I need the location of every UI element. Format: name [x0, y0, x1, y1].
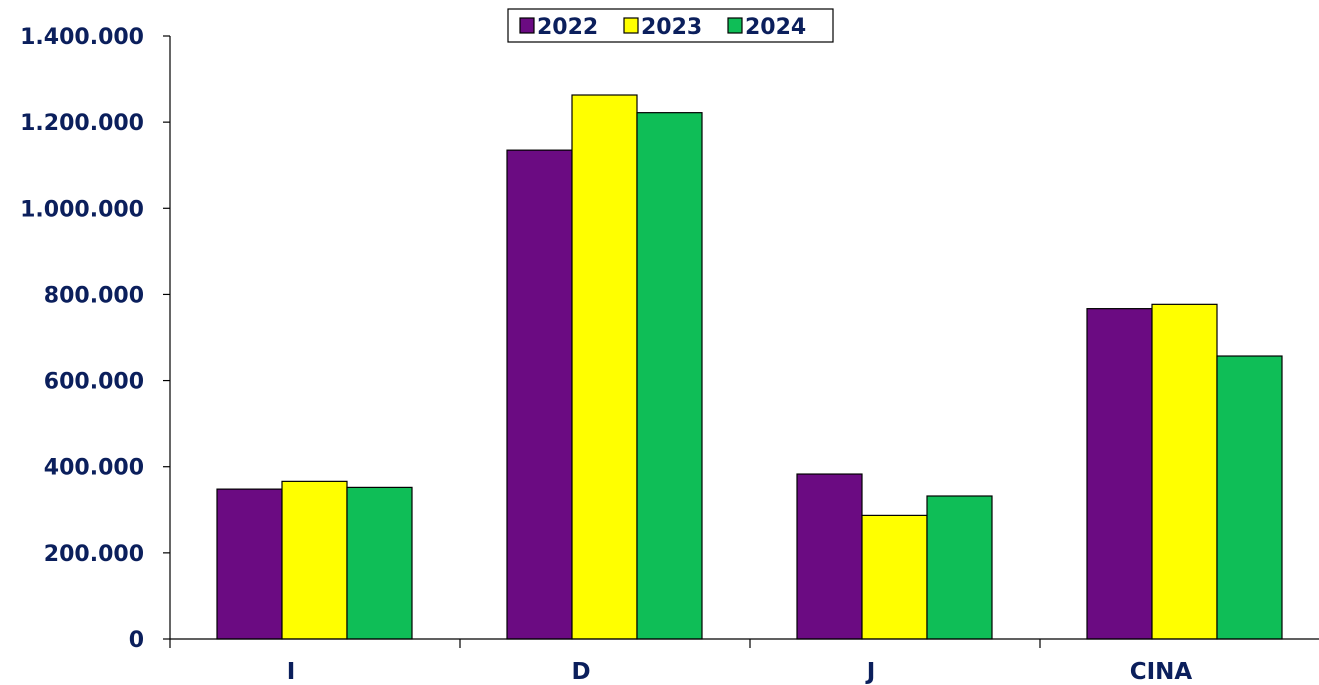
- bar-2022-cina: [1086, 308, 1153, 640]
- bar-2023-cina: [1151, 303, 1218, 640]
- y-tick-label: 1.000.000: [20, 197, 144, 222]
- x-category-label: CINA: [1130, 659, 1193, 685]
- legend: 2022 2023 2024: [507, 8, 834, 43]
- bar-2024-d: [636, 112, 703, 640]
- legend-swatch-2023: [623, 17, 639, 34]
- legend-label-2022: 2022: [537, 15, 598, 40]
- bar-2023-i: [281, 480, 348, 640]
- legend-box: [507, 8, 834, 43]
- x-category-label: I: [287, 659, 296, 685]
- bar-2024-cina: [1216, 355, 1283, 640]
- axes-group: 0 200.000 400.000 600.000 800.000 1.000.000 1.…: [20, 25, 1319, 685]
- y-tick-label: 0: [129, 628, 144, 653]
- bar-2024-j: [926, 495, 993, 640]
- bar-2022-i: [216, 488, 283, 640]
- bar-2023-d: [571, 94, 638, 640]
- y-tick-label: 1.400.000: [20, 25, 144, 50]
- bar-2023-j: [861, 514, 928, 640]
- x-category-label: D: [571, 659, 590, 685]
- y-tick-label: 1.200.000: [20, 111, 144, 136]
- legend-label-2024: 2024: [745, 15, 806, 40]
- y-tick-label: 600.000: [44, 370, 144, 395]
- bars-group: [216, 94, 1283, 640]
- legend-swatch-2022: [519, 17, 535, 34]
- y-tick-label: 400.000: [44, 456, 144, 481]
- bar-2022-d: [506, 149, 573, 640]
- x-category-label: J: [865, 659, 876, 685]
- legend-label-2023: 2023: [641, 15, 702, 40]
- bar-2024-i: [346, 486, 413, 640]
- legend-swatch-2024: [727, 17, 743, 34]
- bar-2022-j: [796, 473, 863, 640]
- y-tick-label: 200.000: [44, 542, 144, 567]
- y-tick-label: 800.000: [44, 283, 144, 308]
